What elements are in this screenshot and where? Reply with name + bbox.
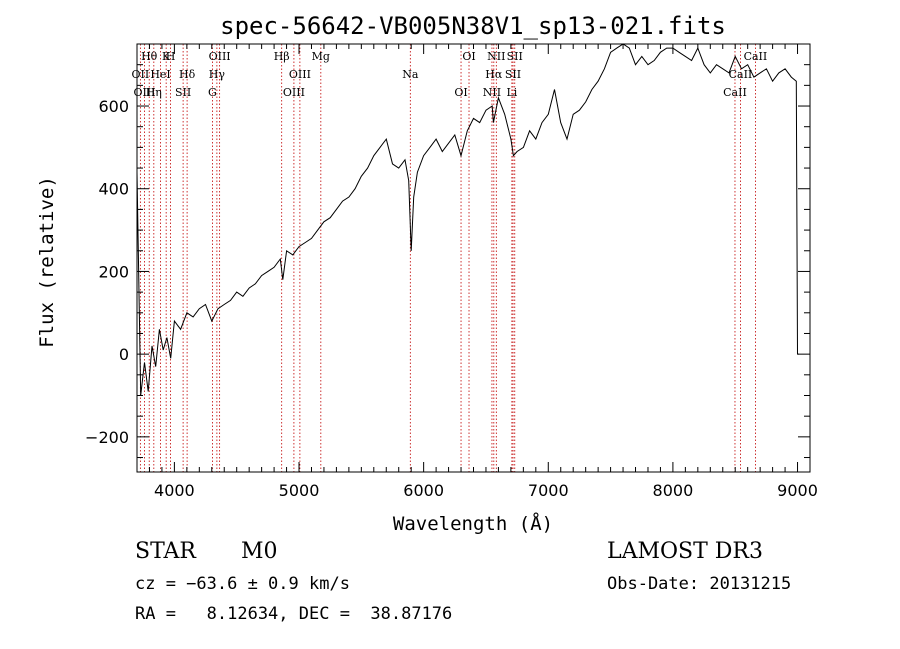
redshift-cz: cz = −63.6 ± 0.9 km/s — [135, 574, 350, 594]
x-tick-label-7000: 7000 — [528, 481, 569, 500]
y-tick-label-0: 0 — [119, 345, 129, 364]
line-label-20: NII — [483, 86, 501, 99]
line-label-15: Mg — [312, 50, 330, 63]
y-axis-label: Flux (relative) — [36, 176, 58, 348]
y-axis: −200 0 200 400 600 — [85, 43, 810, 459]
survey-name: LAMOST DR3 — [607, 539, 763, 564]
y-tick-label-600: 600 — [98, 97, 129, 116]
line-label-11: G — [208, 86, 217, 99]
spectral-line-labels: HθOIIOIIIKHeIHηHHδSIIOIIIHγGHβOIIIOIIIMg… — [132, 50, 768, 99]
line-label-5: Hη — [146, 86, 162, 99]
x-axis: 4000 5000 6000 7000 8000 9000 — [136, 44, 818, 500]
line-label-2: OIII — [133, 86, 155, 99]
line-label-1: OII — [132, 68, 150, 81]
line-label-12: Hβ — [274, 50, 290, 63]
line-label-27: CaII — [744, 50, 768, 63]
spectrum-line — [136, 43, 799, 396]
x-tick-label-6000: 6000 — [403, 481, 444, 500]
line-label-7: Hδ — [179, 68, 196, 81]
y-tick-label--200: −200 — [85, 428, 129, 447]
y-tick-label-400: 400 — [98, 180, 129, 199]
line-label-3: K — [162, 50, 171, 63]
plot-frame — [136, 43, 811, 473]
coordinates: RA = 8.12634, DEC = 38.87176 — [135, 604, 453, 624]
line-label-6: H — [166, 50, 176, 63]
x-tick-label-5000: 5000 — [279, 481, 320, 500]
line-label-0: Hθ — [141, 50, 158, 63]
line-label-19: Hα — [485, 68, 503, 81]
line-label-13: OIII — [289, 68, 311, 81]
x-tick-label-8000: 8000 — [653, 481, 694, 500]
line-label-18: OI — [462, 50, 475, 63]
spectrum-series — [136, 43, 799, 396]
subclass: M0 — [241, 539, 278, 564]
line-label-16: Na — [402, 68, 419, 81]
line-label-26: CaII — [723, 86, 747, 99]
line-label-24: SII — [507, 50, 523, 63]
x-tick-label-9000: 9000 — [777, 481, 818, 500]
x-tick-label-4000: 4000 — [154, 481, 195, 500]
y-tick-label-200: 200 — [98, 262, 129, 281]
x-axis-label: Wavelength (Å) — [393, 512, 553, 535]
chart-title: spec-56642-VB005N38V1_sp13-021.fits — [220, 12, 726, 40]
line-label-22: SII — [505, 68, 521, 81]
line-label-14: OIII — [283, 86, 305, 99]
line-label-4: HeI — [150, 68, 170, 81]
line-label-17: OI — [454, 86, 467, 99]
obs-date: Obs-Date: 20131215 — [607, 574, 792, 594]
line-label-9: OIII — [209, 50, 231, 63]
spectral-line-markers — [139, 44, 756, 472]
line-label-8: SII — [175, 86, 191, 99]
object-class: STAR — [135, 539, 196, 564]
line-label-25: CaII — [729, 68, 753, 81]
line-label-23: Li — [506, 86, 517, 99]
line-label-21: NII — [487, 50, 505, 63]
line-label-10: Hγ — [209, 68, 226, 81]
